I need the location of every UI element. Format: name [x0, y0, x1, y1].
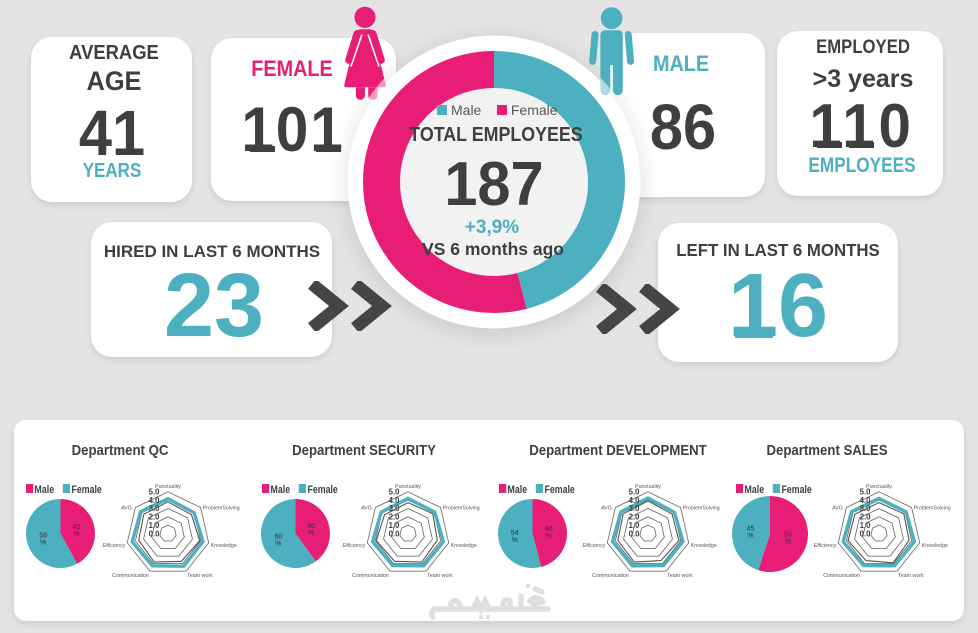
svg-text:58: 58	[39, 533, 47, 540]
svg-text:3.0: 3.0	[149, 504, 161, 513]
svg-text:Punctuality: Punctuality	[155, 484, 181, 490]
svg-text:Knowledge: Knowledge	[451, 543, 477, 549]
svg-text:1.0: 1.0	[629, 521, 641, 530]
svg-text:0.0: 0.0	[860, 529, 872, 538]
svg-text:%: %	[308, 530, 314, 537]
svg-text:Communication: Communication	[352, 573, 389, 579]
svg-text:Team work: Team work	[667, 573, 693, 579]
svg-text:Punctuality: Punctuality	[866, 484, 892, 490]
svg-text:AVG.: AVG.	[121, 506, 133, 512]
svg-text:Team work: Team work	[427, 573, 453, 579]
svg-text:Communication: Communication	[112, 573, 149, 579]
svg-text:%: %	[275, 541, 281, 548]
svg-text:Punctuality: Punctuality	[395, 484, 421, 490]
svg-text:3.0: 3.0	[389, 504, 401, 513]
svg-text:ProblemSolving: ProblemSolving	[443, 506, 480, 512]
svg-text:1.0: 1.0	[389, 521, 401, 530]
svg-text:40: 40	[307, 523, 315, 530]
svg-text:AVG.: AVG.	[361, 506, 373, 512]
svg-text:ProblemSolving: ProblemSolving	[914, 506, 951, 512]
svg-text:2.0: 2.0	[860, 513, 872, 522]
svg-text:Knowledge: Knowledge	[211, 543, 237, 549]
svg-text:2.0: 2.0	[389, 513, 401, 522]
svg-text:Punctuality: Punctuality	[635, 484, 661, 490]
svg-text:0.0: 0.0	[629, 529, 641, 538]
svg-text:4.0: 4.0	[860, 496, 872, 505]
svg-text:%: %	[785, 538, 791, 545]
svg-text:5.0: 5.0	[389, 488, 401, 497]
svg-text:5.0: 5.0	[149, 488, 161, 497]
svg-text:46: 46	[545, 526, 553, 533]
svg-text:1.0: 1.0	[860, 521, 872, 530]
svg-text:Team work: Team work	[187, 573, 213, 579]
svg-text:ProblemSolving: ProblemSolving	[683, 506, 720, 512]
svg-text:Efficiency: Efficiency	[583, 543, 606, 549]
svg-text:5.0: 5.0	[860, 488, 872, 497]
svg-text:55: 55	[784, 531, 792, 538]
svg-text:Team work: Team work	[898, 573, 924, 579]
svg-text:%: %	[73, 531, 79, 538]
svg-text:45: 45	[747, 525, 755, 532]
svg-text:AVG.: AVG.	[601, 506, 613, 512]
svg-text:AVG.: AVG.	[832, 506, 844, 512]
svg-text:Communication: Communication	[592, 573, 629, 579]
svg-text:0.0: 0.0	[389, 529, 401, 538]
svg-text:42: 42	[73, 524, 81, 531]
svg-text:%: %	[512, 537, 518, 544]
svg-text:%: %	[747, 532, 753, 539]
svg-text:4.0: 4.0	[149, 496, 161, 505]
svg-text:%: %	[546, 533, 552, 540]
svg-text:4.0: 4.0	[389, 496, 401, 505]
svg-text:%: %	[40, 540, 46, 547]
svg-text:3.0: 3.0	[860, 504, 872, 513]
svg-text:0.0: 0.0	[149, 529, 161, 538]
svg-text:Knowledge: Knowledge	[922, 543, 948, 549]
svg-text:5.0: 5.0	[629, 488, 641, 497]
svg-text:Efficiency: Efficiency	[103, 543, 126, 549]
svg-text:4.0: 4.0	[629, 496, 641, 505]
svg-text:Knowledge: Knowledge	[691, 543, 717, 549]
svg-text:3.0: 3.0	[629, 504, 641, 513]
svg-text:ProblemSolving: ProblemSolving	[203, 506, 240, 512]
svg-text:2.0: 2.0	[149, 513, 161, 522]
svg-text:2.0: 2.0	[629, 513, 641, 522]
svg-text:Efficiency: Efficiency	[814, 543, 837, 549]
svg-text:1.0: 1.0	[149, 521, 161, 530]
svg-text:54: 54	[511, 530, 519, 537]
svg-text:Communication: Communication	[823, 573, 860, 579]
svg-text:60: 60	[275, 534, 283, 541]
svg-text:Efficiency: Efficiency	[343, 543, 366, 549]
